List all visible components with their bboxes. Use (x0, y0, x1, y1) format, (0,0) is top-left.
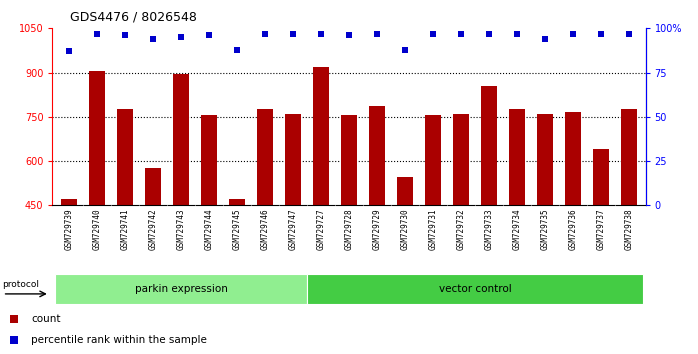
Text: count: count (31, 314, 61, 324)
Bar (117, 109, 133, 205)
Text: GSM729734: GSM729734 (512, 209, 521, 250)
Text: GSM729736: GSM729736 (568, 209, 577, 250)
Bar (202, 115, 217, 205)
Text: GDS4476 / 8026548: GDS4476 / 8026548 (70, 11, 197, 24)
Text: GSM729738: GSM729738 (624, 209, 633, 250)
Bar (285, 114, 301, 205)
Text: GSM729739: GSM729739 (65, 209, 74, 250)
Bar (593, 149, 609, 205)
Bar (258, 109, 273, 205)
Text: GSM729745: GSM729745 (232, 209, 242, 250)
Bar (341, 115, 357, 205)
Bar (313, 67, 329, 205)
Bar (307, 274, 643, 304)
Text: GSM729728: GSM729728 (345, 209, 353, 250)
Text: GSM729742: GSM729742 (149, 209, 158, 250)
Text: GSM729730: GSM729730 (401, 209, 410, 250)
Bar (565, 113, 581, 205)
Text: vector control: vector control (438, 284, 512, 295)
Bar (397, 177, 413, 205)
Text: GSM729743: GSM729743 (177, 209, 186, 250)
Bar (369, 107, 385, 205)
Text: percentile rank within the sample: percentile rank within the sample (31, 335, 207, 345)
Text: GSM729735: GSM729735 (540, 209, 549, 250)
Text: protocol: protocol (3, 280, 40, 289)
Text: GSM729731: GSM729731 (429, 209, 438, 250)
Text: GSM729744: GSM729744 (205, 209, 214, 250)
Bar (145, 169, 161, 205)
Text: GSM729741: GSM729741 (121, 209, 130, 250)
Bar (173, 74, 188, 205)
Text: GSM729746: GSM729746 (260, 209, 269, 250)
Text: parkin expression: parkin expression (135, 284, 228, 295)
Bar (453, 114, 468, 205)
Bar (61, 199, 77, 205)
Text: GSM729729: GSM729729 (373, 209, 382, 250)
Bar (510, 109, 525, 205)
Bar (621, 109, 637, 205)
Bar (55, 274, 307, 304)
Text: GSM729733: GSM729733 (484, 209, 493, 250)
Bar (89, 71, 105, 205)
Text: GSM729737: GSM729737 (596, 209, 605, 250)
Text: GSM729732: GSM729732 (456, 209, 466, 250)
Text: GSM729740: GSM729740 (93, 209, 102, 250)
Bar (481, 86, 496, 205)
Bar (425, 115, 440, 205)
Bar (230, 199, 245, 205)
Text: GSM729727: GSM729727 (316, 209, 325, 250)
Bar (537, 114, 553, 205)
Text: GSM729747: GSM729747 (288, 209, 297, 250)
